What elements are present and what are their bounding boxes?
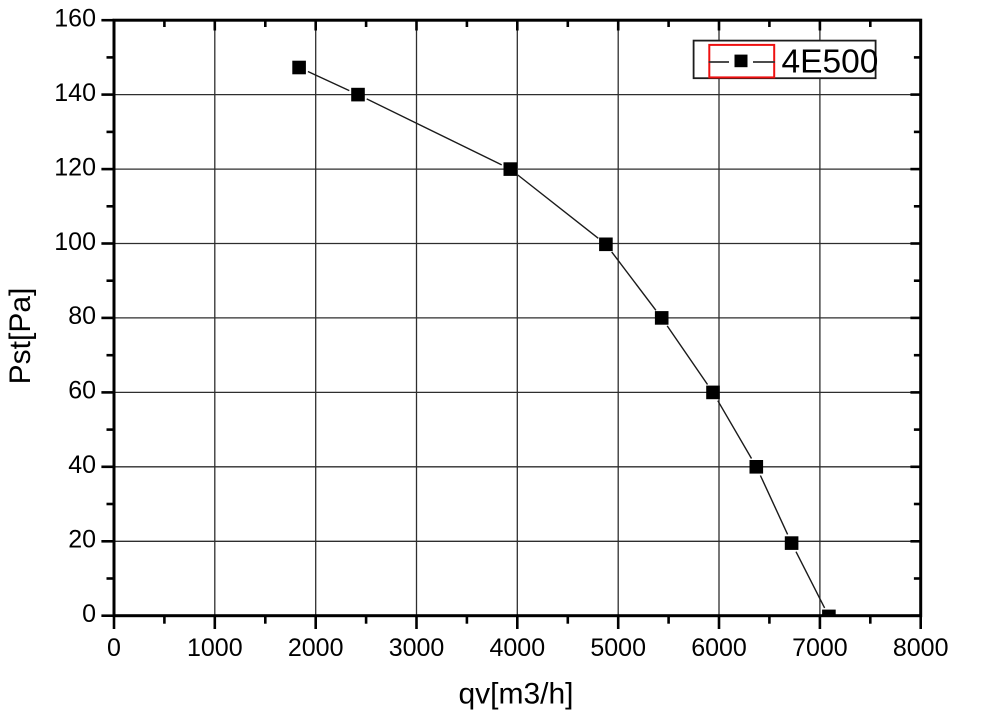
svg-text:qv[m3/h]: qv[m3/h]: [458, 678, 573, 711]
svg-text:3000: 3000: [389, 634, 445, 662]
svg-text:40: 40: [68, 451, 96, 479]
svg-text:1000: 1000: [187, 634, 243, 662]
svg-text:140: 140: [54, 79, 96, 107]
svg-text:4000: 4000: [489, 634, 545, 662]
svg-text:100: 100: [54, 228, 96, 256]
svg-text:8000: 8000: [893, 634, 949, 662]
svg-text:0: 0: [82, 600, 96, 628]
svg-text:6000: 6000: [691, 634, 747, 662]
svg-text:120: 120: [54, 153, 96, 181]
svg-text:20: 20: [68, 526, 96, 554]
svg-text:5000: 5000: [590, 634, 646, 662]
svg-text:80: 80: [68, 302, 96, 330]
svg-text:160: 160: [54, 5, 96, 33]
svg-text:4E500: 4E500: [782, 44, 879, 81]
svg-text:7000: 7000: [792, 634, 848, 662]
svg-text:2000: 2000: [288, 634, 344, 662]
svg-text:0: 0: [107, 634, 121, 662]
svg-text:60: 60: [68, 377, 96, 405]
svg-text:Pst[Pa]: Pst[Pa]: [4, 288, 37, 385]
